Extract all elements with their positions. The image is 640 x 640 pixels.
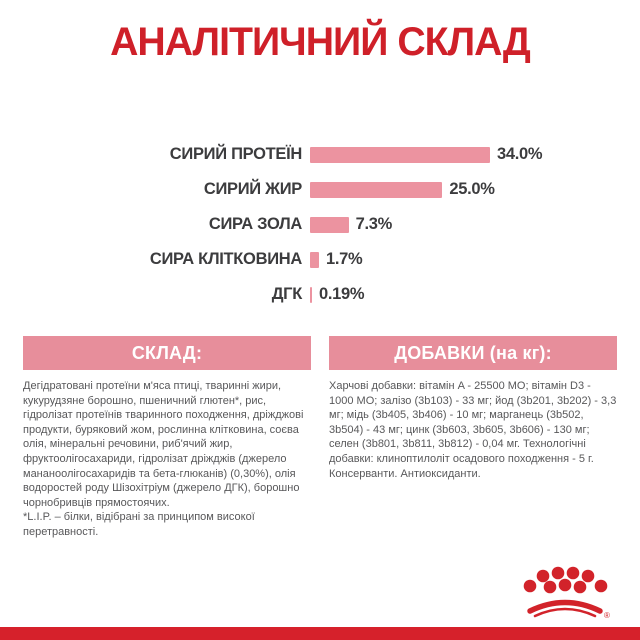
- composition-section: СКЛАД: Дегідратовані протеїни м'яса птиц…: [23, 336, 311, 540]
- chart-bar: [310, 286, 312, 303]
- page-title: АНАЛІТИЧНИЙ СКЛАД: [110, 20, 531, 64]
- chart-value-label: 7.3%: [355, 215, 393, 233]
- additives-text: Харчові добавки: вітамін A - 25500 МО; в…: [329, 380, 617, 480]
- crown-icon: ®: [523, 566, 610, 620]
- chart-row: СИРА ЗОЛА 7.3%: [0, 207, 640, 242]
- chart-bar: [310, 181, 443, 198]
- chart-category-label: СИРИЙ ПРОТЕЇН: [169, 145, 303, 163]
- additives-section: ДОБАВКИ (на кг): Харчові добавки: вітамі…: [329, 336, 617, 540]
- additives-section-header: ДОБАВКИ (на кг):: [329, 336, 617, 370]
- chart-value-label: 1.7%: [326, 250, 363, 268]
- chart-value-label: 25.0%: [449, 180, 495, 198]
- chart-row: СИРА КЛІТКОВИНА 1.7%: [0, 242, 640, 277]
- chart-bar: [310, 251, 319, 268]
- chart-value-label: 0.19%: [319, 285, 365, 303]
- analytical-composition-chart: СИРИЙ ПРОТЕЇН 34.0% СИРИЙ ЖИР 25.0% СИРА ЗОЛ…: [0, 137, 640, 312]
- composition-footnote: *L.I.P. – білки, відібрані за принципом …: [23, 511, 255, 538]
- composition-text: Дегідратовані протеїни м'яса птиці, твар…: [23, 380, 304, 509]
- chart-category-label: СИРА ЗОЛА: [208, 215, 302, 233]
- chart-category-label: СИРА КЛІТКОВИНА: [149, 250, 302, 268]
- chart-category-label: СИРИЙ ЖИР: [203, 180, 302, 198]
- composition-section-header: СКЛАД:: [23, 336, 311, 370]
- composition-section-body: Дегідратовані протеїни м'яса птиці, твар…: [23, 379, 311, 540]
- chart-row: СИРИЙ ЖИР 25.0%: [0, 172, 640, 207]
- chart-bar: [310, 146, 490, 163]
- chart-category-label: ДГК: [271, 285, 303, 303]
- chart-row: СИРИЙ ПРОТЕЇН 34.0%: [0, 137, 640, 172]
- info-sections: СКЛАД: Дегідратовані протеїни м'яса птиц…: [0, 336, 640, 540]
- bottom-red-band: [0, 627, 640, 640]
- chart-row: ДГК 0.19%: [0, 277, 640, 312]
- chart-value-label: 34.0%: [497, 145, 543, 163]
- additives-section-body: Харчові добавки: вітамін A - 25500 МО; в…: [329, 379, 617, 481]
- royal-canin-crown-logo: ®: [522, 566, 622, 624]
- chart-bar: [310, 216, 349, 233]
- registered-trademark-symbol: ®: [604, 611, 610, 620]
